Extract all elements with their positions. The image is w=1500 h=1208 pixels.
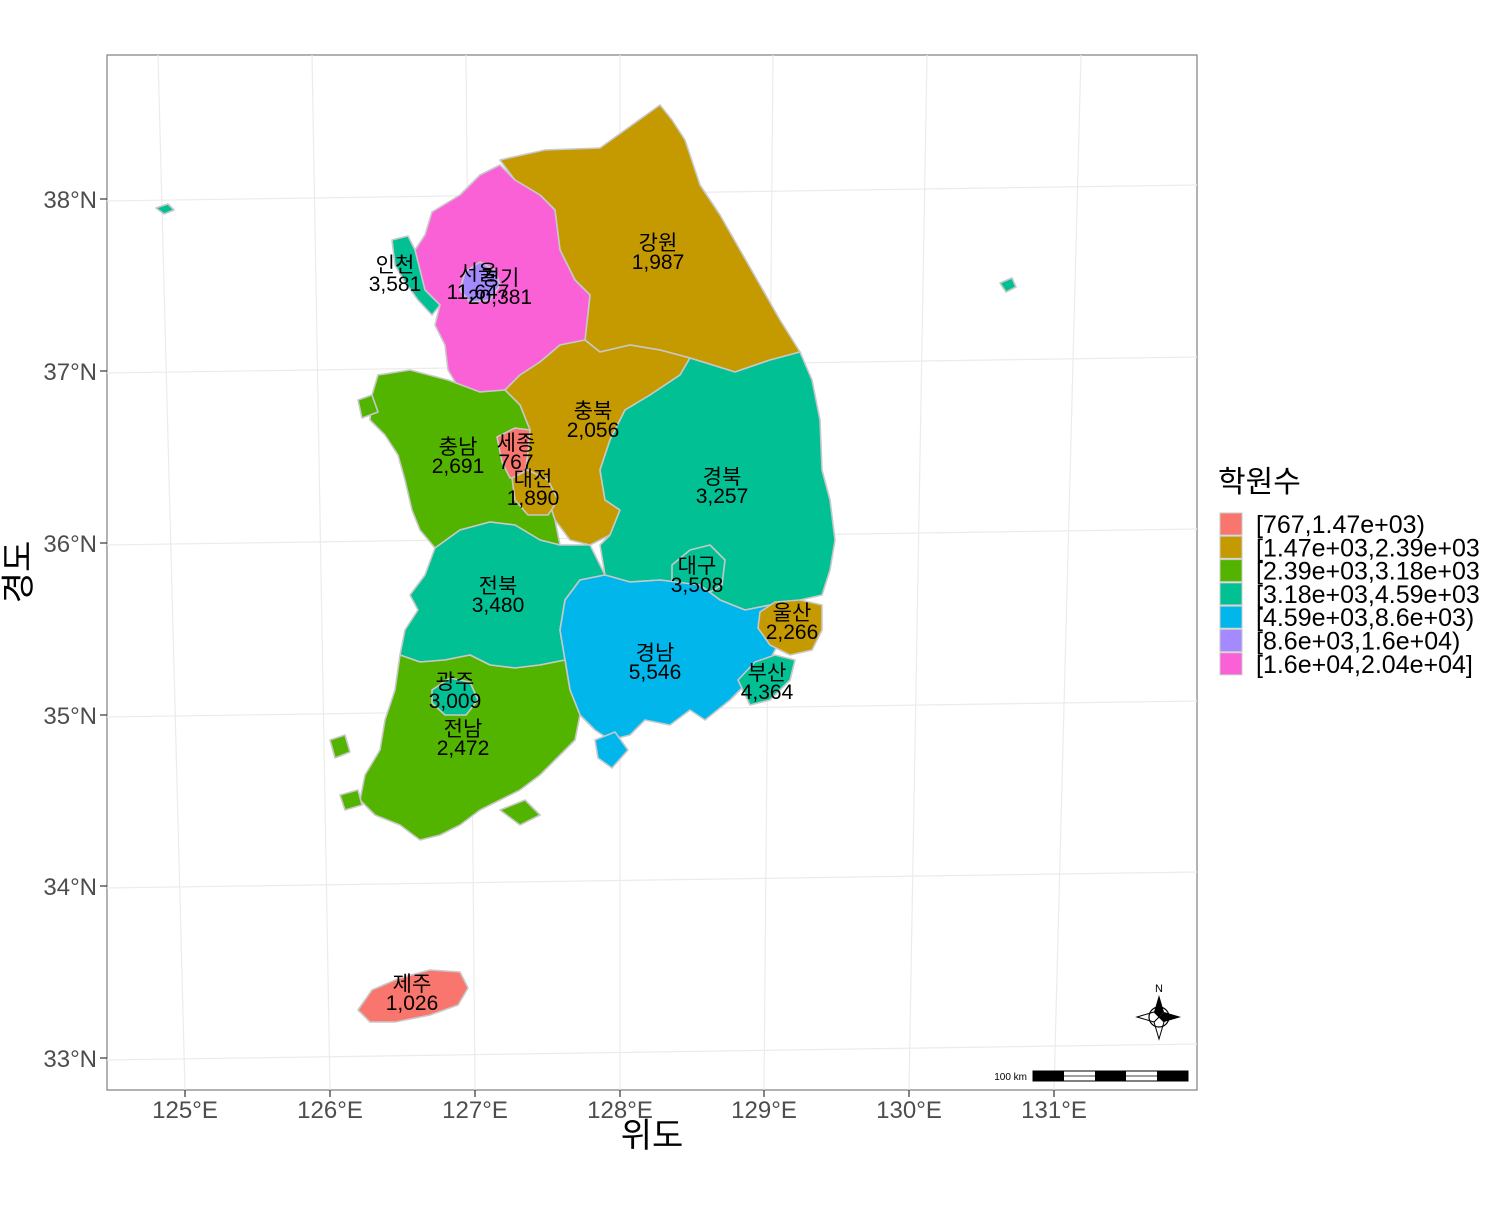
north-arrow-icon: N [1135, 983, 1181, 1041]
x-tick-131: 131°E [1021, 1097, 1087, 1124]
x-tick-126: 126°E [297, 1097, 363, 1124]
graticule-longitude [908, 54, 928, 1091]
region-jeonnam[interactable] [359, 654, 581, 841]
legend-swatch [1219, 559, 1243, 583]
region-value-label: 5,546 [629, 661, 682, 684]
island-southwest-1 [339, 789, 363, 811]
legend-label: [2.39e+03,3.18e+03 [1256, 558, 1480, 586]
x-tick-127: 127°E [442, 1097, 508, 1124]
region-value-label: 3,480 [472, 594, 525, 617]
island-ulleung [999, 277, 1017, 293]
region-name-label: 충북 [574, 400, 613, 423]
scale-bar: 100 km [994, 1070, 1189, 1083]
y-axis-title: 경도 [0, 541, 39, 604]
island-west-1 [357, 394, 379, 419]
island-southwest-2 [329, 734, 351, 759]
y-tick-38: 38°N [43, 187, 97, 214]
legend: 학원수 [767,1.47e+03)[1.47e+03,2.39e+03[2.3… [1218, 465, 1480, 679]
region-value-label: 3,508 [671, 574, 724, 597]
region-name-label: 세종 [497, 432, 536, 455]
region-name-label: 경북 [703, 466, 742, 489]
region-name-label: 광주 [436, 671, 475, 694]
region-name-label: 경남 [636, 642, 675, 665]
region-name-label: 대구 [678, 555, 717, 578]
region-value-label: 11,647 [447, 281, 510, 304]
x-axis: 125°E 126°E 127°E 128°E 129°E 130°E 131°… [152, 1090, 1087, 1156]
region-name-label: 서울 [459, 262, 498, 285]
region-value-label: 20,381 [468, 286, 532, 309]
x-tick-130: 130°E [876, 1097, 942, 1124]
region-sejong[interactable] [496, 427, 531, 479]
region-value-label: 3,009 [429, 690, 482, 713]
graticule-longitude [311, 54, 331, 1091]
region-gwangju[interactable] [431, 677, 479, 716]
island-south-1 [499, 799, 541, 826]
x-axis-title: 위도 [621, 1116, 684, 1156]
legend-label: [4.59e+03,8.6e+03) [1256, 604, 1474, 632]
region-busan[interactable] [737, 654, 796, 706]
legend-swatch [1219, 512, 1243, 536]
region-value-label: 3,581 [369, 273, 422, 296]
region-ulsan[interactable] [757, 599, 823, 656]
region-name-label: 강원 [639, 232, 678, 255]
graticule-longitude [157, 54, 186, 1091]
scale-bar-label: 100 km [994, 1072, 1027, 1083]
region-incheon[interactable] [391, 235, 441, 316]
region-value-label: 1,987 [632, 251, 685, 274]
region-name-label: 제주 [393, 973, 432, 996]
region-name-label: 전북 [479, 575, 518, 598]
legend-label: [1.47e+03,2.39e+03 [1256, 534, 1480, 562]
graticule-longitude [1053, 54, 1082, 1091]
region-name-label: 울산 [773, 602, 812, 625]
y-tick-36: 36°N [43, 531, 97, 558]
region-jeju[interactable] [357, 969, 469, 1023]
region-value-label: 1,026 [386, 992, 439, 1015]
legend-swatch [1219, 652, 1243, 676]
legend-label: [767,1.47e+03) [1256, 511, 1425, 539]
region-value-label: 4,364 [741, 681, 794, 704]
legend-label: [3.18e+03,4.59e+03 [1256, 581, 1480, 609]
x-tick-128: 128°E [587, 1097, 653, 1124]
region-name-label: 대전 [514, 468, 553, 491]
y-tick-35: 35°N [43, 703, 97, 730]
north-label: N [1155, 983, 1163, 995]
region-name-label: 전남 [444, 718, 483, 741]
region-value-label: 2,691 [432, 455, 485, 478]
legend-label: [1.6e+04,2.04e+04] [1256, 651, 1473, 679]
island-baengnyeong [155, 203, 175, 215]
x-tick-129: 129°E [731, 1097, 797, 1124]
legend-label: [8.6e+03,1.6e+04) [1256, 628, 1460, 656]
region-value-label: 2,266 [766, 621, 819, 644]
region-seoul[interactable] [459, 261, 501, 303]
x-tick-125: 125°E [152, 1097, 218, 1124]
y-axis: 38°N 37°N 36°N 35°N 34°N 33°N 경도 [0, 187, 107, 1073]
region-value-label: 767 [498, 451, 533, 474]
legend-swatch [1219, 535, 1243, 559]
region-value-label: 1,890 [507, 487, 560, 510]
region-name-label: 충남 [439, 436, 478, 459]
legend-swatch [1219, 582, 1243, 606]
region-name-label: 인천 [376, 254, 415, 277]
y-tick-33: 33°N [43, 1046, 97, 1073]
y-tick-37: 37°N [43, 359, 97, 386]
region-value-label: 2,472 [437, 737, 490, 760]
region-name-label: 부산 [748, 662, 787, 685]
region-value-label: 2,056 [567, 419, 620, 442]
island-geoje [594, 731, 629, 769]
legend-swatch [1219, 605, 1243, 629]
regions [155, 104, 1017, 1023]
region-value-label: 3,257 [696, 485, 749, 508]
region-labels: 서울11,647경기20,381인천3,581강원1,987충북2,056충남2… [369, 232, 819, 1015]
legend-title: 학원수 [1218, 465, 1301, 500]
region-daejeon[interactable] [511, 469, 559, 516]
region-name-label: 경기 [481, 267, 520, 290]
legend-swatch [1219, 629, 1243, 652]
y-tick-34: 34°N [43, 874, 97, 901]
